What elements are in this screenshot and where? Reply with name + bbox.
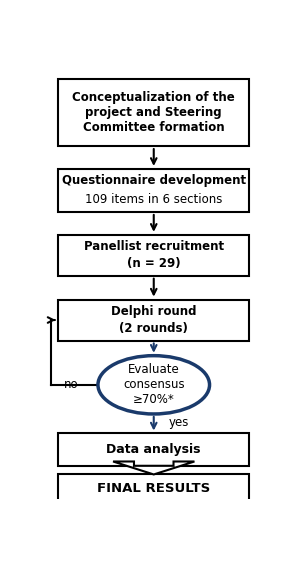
Text: FINAL RESULTS: FINAL RESULTS (97, 482, 210, 495)
Text: Questionnaire development: Questionnaire development (62, 174, 246, 187)
FancyBboxPatch shape (58, 169, 249, 212)
FancyBboxPatch shape (58, 234, 249, 276)
Text: Panellist recruitment: Panellist recruitment (84, 240, 224, 253)
FancyBboxPatch shape (58, 300, 249, 341)
FancyBboxPatch shape (58, 79, 249, 146)
Text: yes: yes (169, 416, 189, 429)
Text: (n = 29): (n = 29) (127, 257, 181, 270)
Text: (2 rounds): (2 rounds) (119, 322, 188, 335)
Polygon shape (113, 462, 194, 475)
Text: no: no (64, 378, 78, 392)
FancyBboxPatch shape (58, 475, 249, 503)
Text: Evaluate
consensus
≥70%*: Evaluate consensus ≥70%* (123, 364, 184, 406)
Text: Conceptualization of the
project and Steering
Committee formation: Conceptualization of the project and Ste… (72, 91, 235, 134)
Text: Data analysis: Data analysis (106, 443, 201, 456)
FancyBboxPatch shape (58, 434, 249, 466)
Text: Delphi round: Delphi round (111, 305, 196, 318)
Text: 109 items in 6 sections: 109 items in 6 sections (85, 194, 222, 206)
Ellipse shape (98, 356, 210, 414)
